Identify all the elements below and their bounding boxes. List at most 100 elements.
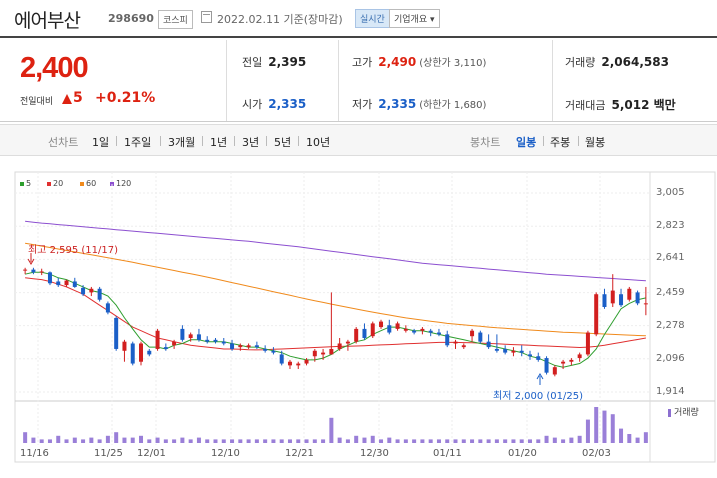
legend-swatch [47, 181, 51, 186]
volume-bar [379, 439, 384, 443]
volume-bar [296, 439, 301, 443]
volume-bar [602, 410, 607, 443]
volume-bar [552, 437, 557, 443]
volume-bar [478, 439, 483, 443]
candle-body [470, 330, 475, 337]
candle-body [387, 325, 392, 333]
prev-close-label: 전일 [242, 56, 263, 69]
legend-ma120: 120 [110, 179, 131, 188]
volume-bar [56, 435, 61, 443]
candle-body [97, 288, 102, 300]
volume-bar [147, 439, 152, 443]
candle-body [478, 332, 483, 342]
candle-body [354, 328, 359, 342]
candle-body [329, 348, 334, 355]
candle-body [147, 350, 152, 355]
volume-bar [221, 439, 226, 443]
y-tick-label: 2,459 [656, 287, 685, 298]
tab-period-5y[interactable]: 5년 [274, 136, 292, 149]
tab-monthly[interactable]: 월봉 [585, 136, 606, 149]
tab-period-3m[interactable]: 3개월 [168, 136, 196, 149]
divider [578, 136, 579, 146]
candle-body [643, 303, 648, 305]
y-tick-label: 1,914 [656, 386, 685, 397]
tab-candle-chart[interactable]: 봉차트 [470, 136, 501, 149]
candle-body [461, 345, 466, 348]
volume-bar [263, 439, 268, 443]
chart-tabs: 선차트 1일 1주일 3개월 1년 3년 5년 10년 봉차트 일봉 주봉 월봉 [0, 124, 717, 156]
high-marker-arrow [27, 258, 35, 265]
candle-body [569, 359, 574, 362]
chart-frame [14, 171, 716, 463]
open-value: 2,335 [268, 97, 307, 111]
x-tick-label: 12/30 [360, 448, 389, 459]
candle-body [23, 269, 28, 271]
high-value: 2,490 [378, 55, 417, 69]
candle-body [610, 290, 615, 304]
volume-bar [254, 439, 259, 443]
tab-period-1d[interactable]: 1일 [92, 136, 110, 149]
volume-bar [561, 439, 566, 443]
divider [202, 136, 203, 146]
volume-bar [594, 407, 599, 443]
ma60-line [25, 242, 646, 337]
volume-bar [643, 432, 648, 443]
tab-weekly[interactable]: 주봉 [550, 136, 571, 149]
volume-bar [72, 437, 77, 443]
candle-body [337, 343, 342, 349]
volume-bar [47, 439, 52, 443]
candle-body [420, 328, 425, 331]
volume-bar [180, 437, 185, 443]
volume-bar [230, 439, 235, 443]
volume-bar [470, 439, 475, 443]
volume-bar [403, 439, 408, 443]
tab-line-chart[interactable]: 선차트 [48, 136, 79, 149]
candle-body [519, 350, 524, 353]
candle-body [263, 348, 268, 351]
candle-body [155, 330, 160, 349]
volume-bar [395, 439, 400, 443]
tab-period-10y[interactable]: 10년 [306, 136, 331, 149]
x-tick-label: 01/11 [433, 448, 462, 459]
candle-body [544, 358, 549, 373]
x-tick-label: 01/20 [508, 448, 537, 459]
high-annotation: 최고 2,595 (11/17) [28, 245, 119, 256]
divider [552, 40, 553, 121]
candle-body [139, 343, 144, 362]
low-stat: 저가 2,335 (하한가 1,680) [352, 96, 486, 112]
volume-bar [486, 439, 491, 443]
candle-body [627, 288, 632, 300]
x-tick-label: 11/16 [20, 448, 49, 459]
candle-body [89, 288, 94, 293]
x-tick-label: 12/21 [285, 448, 314, 459]
calendar-icon [201, 11, 212, 23]
tab-period-1y[interactable]: 1년 [210, 136, 228, 149]
upper-limit: (상한가 3,110) [419, 58, 487, 69]
volume-bar [536, 439, 541, 443]
corp-info-dropdown[interactable]: 기업개요 ▾ [389, 9, 440, 28]
volume-label: 거래량 [565, 56, 596, 69]
volume-bar [362, 437, 367, 443]
volume-bar [619, 428, 624, 443]
volume-bar [370, 435, 375, 443]
candle-body [379, 321, 384, 328]
volume-bar [312, 439, 317, 443]
tab-daily[interactable]: 일봉 [516, 136, 537, 149]
candle-body [130, 343, 135, 364]
open-stat: 시가 2,335 [242, 96, 306, 112]
volume-bar [337, 437, 342, 443]
candle-body [345, 341, 350, 344]
low-annotation: 최저 2,000 (01/25) [493, 391, 584, 402]
volume-bar [569, 437, 574, 443]
candle-body [31, 269, 36, 273]
candle-body [287, 361, 292, 366]
candle-body [72, 281, 77, 287]
legend-swatch [80, 181, 84, 186]
volume-bar [196, 437, 201, 443]
candle-body [412, 330, 417, 333]
candle-body [585, 332, 590, 355]
tab-period-1w[interactable]: 1주일 [124, 136, 152, 149]
tab-period-3y[interactable]: 3년 [242, 136, 260, 149]
volume-legend: 거래량 [668, 405, 699, 418]
